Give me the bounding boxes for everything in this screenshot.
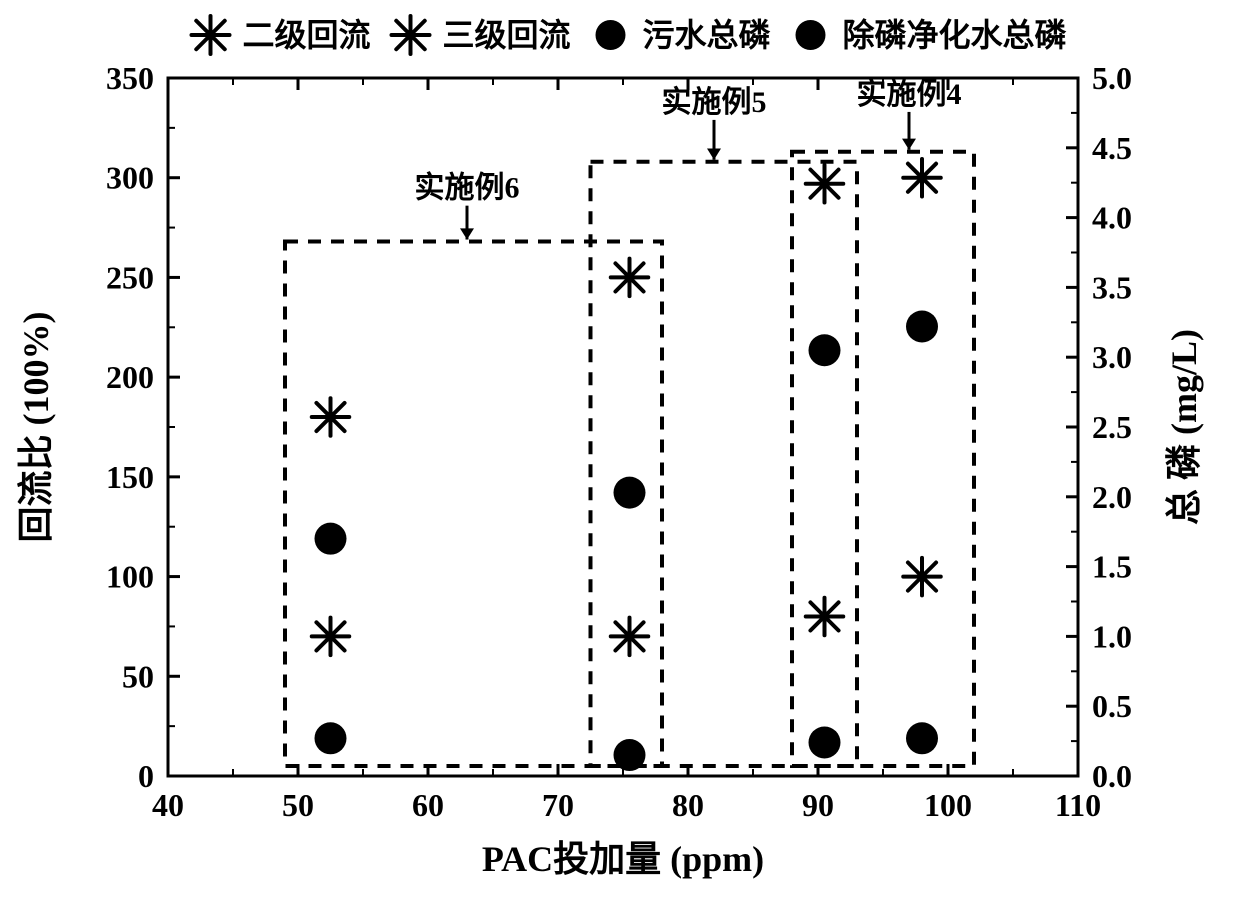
plot-border [168, 78, 1078, 776]
asterisk-marker [903, 159, 941, 197]
arrow-head [902, 139, 916, 150]
asterisk-marker [903, 558, 941, 596]
asterisk-marker [611, 259, 649, 297]
yr-tick-label: 0.0 [1092, 758, 1132, 794]
x-axis-label: PAC投加量 (ppm) [482, 839, 764, 879]
region-box [591, 162, 858, 766]
region-label: 实施例6 [415, 171, 520, 205]
yr-tick-label: 2.5 [1092, 409, 1132, 445]
asterisk-marker [312, 618, 350, 656]
circle-marker [809, 726, 841, 758]
arrow-head [707, 149, 721, 160]
asterisk-marker [192, 16, 230, 54]
yr-tick-label: 4.5 [1092, 130, 1132, 166]
circle-marker [614, 739, 646, 771]
legend-item-label: 污水总磷 [643, 17, 771, 53]
circle-marker [906, 722, 938, 754]
circle-marker [315, 523, 347, 555]
circle-marker [796, 20, 826, 50]
asterisk-marker [611, 618, 649, 656]
circle-marker [809, 334, 841, 366]
legend-item-label: 二级回流 [243, 17, 371, 53]
x-tick-label: 40 [152, 787, 184, 823]
circle-marker [596, 20, 626, 50]
yl-tick-label: 100 [106, 559, 154, 595]
circle-marker [906, 310, 938, 342]
yl-tick-label: 300 [106, 160, 154, 196]
yr-tick-label: 0.5 [1092, 688, 1132, 724]
region-box [285, 242, 662, 766]
circle-marker [614, 477, 646, 509]
arrow-head [460, 228, 474, 239]
region-box [792, 152, 974, 766]
yl-tick-label: 0 [138, 758, 154, 794]
asterisk-marker [312, 398, 350, 436]
y-left-axis-label: 回流比 (100%) [16, 312, 56, 543]
y-right-axis-label: 总 磷 (mg/L) [1164, 329, 1204, 525]
yr-tick-label: 1.0 [1092, 618, 1132, 654]
region-label: 实施例4 [857, 77, 962, 111]
yr-tick-label: 4.0 [1092, 200, 1132, 236]
yr-tick-label: 3.5 [1092, 269, 1132, 305]
yl-tick-label: 250 [106, 259, 154, 295]
legend-item-label: 三级回流 [443, 17, 571, 53]
asterisk-marker [806, 165, 844, 203]
yr-tick-label: 3.0 [1092, 339, 1132, 375]
x-tick-label: 100 [924, 787, 972, 823]
yl-tick-label: 150 [106, 459, 154, 495]
x-tick-label: 90 [802, 787, 834, 823]
region-label: 实施例5 [662, 85, 767, 119]
x-tick-label: 80 [672, 787, 704, 823]
circle-marker [315, 722, 347, 754]
yl-tick-label: 350 [106, 60, 154, 96]
x-tick-label: 70 [542, 787, 574, 823]
asterisk-marker [392, 16, 430, 54]
asterisk-marker [806, 598, 844, 636]
chart-svg: 405060708090100110PAC投加量 (ppm)0501001502… [0, 0, 1239, 906]
yl-tick-label: 50 [122, 658, 154, 694]
chart-container: 405060708090100110PAC投加量 (ppm)0501001502… [0, 0, 1239, 906]
legend-item-label: 除磷净化水总磷 [843, 17, 1067, 53]
yl-tick-label: 200 [106, 359, 154, 395]
x-tick-label: 60 [412, 787, 444, 823]
yr-tick-label: 2.0 [1092, 479, 1132, 515]
yr-tick-label: 1.5 [1092, 549, 1132, 585]
x-tick-label: 50 [282, 787, 314, 823]
yr-tick-label: 5.0 [1092, 60, 1132, 96]
